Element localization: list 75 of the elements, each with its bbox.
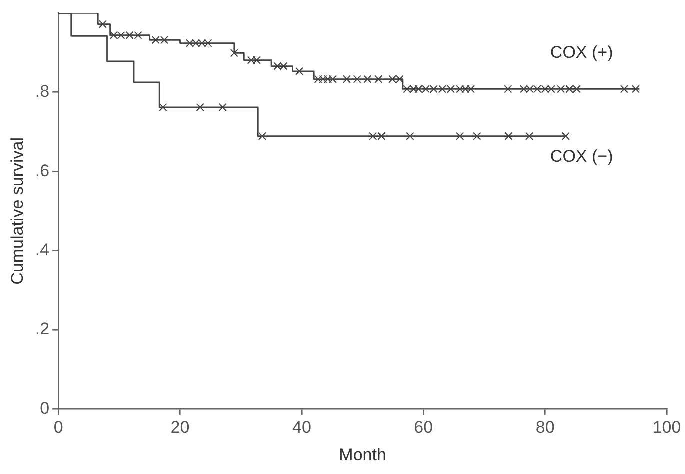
point xyxy=(196,103,204,112)
point xyxy=(520,85,528,94)
point xyxy=(159,103,168,112)
point xyxy=(456,132,464,140)
point xyxy=(620,85,628,94)
point xyxy=(134,31,142,40)
point xyxy=(525,132,534,140)
point xyxy=(526,85,534,94)
point xyxy=(566,85,574,94)
point xyxy=(462,85,470,94)
point xyxy=(467,85,476,94)
point xyxy=(473,132,482,140)
point xyxy=(364,75,372,84)
point xyxy=(192,39,200,48)
point xyxy=(328,75,338,84)
point xyxy=(186,39,194,48)
point xyxy=(314,75,322,84)
point xyxy=(374,75,383,84)
point xyxy=(280,62,288,70)
point xyxy=(274,62,282,70)
point xyxy=(324,75,332,84)
x-tick-label: 80 xyxy=(536,418,555,438)
point xyxy=(204,39,212,48)
point xyxy=(319,75,328,84)
point xyxy=(572,85,582,94)
annotation: COX (−) xyxy=(550,146,614,166)
point xyxy=(446,85,456,94)
point xyxy=(98,20,108,28)
point xyxy=(541,85,550,94)
point xyxy=(403,85,412,94)
y-tick-label: .4 xyxy=(35,240,50,260)
x-axis-title: Month xyxy=(339,445,386,464)
x-tick-label: 0 xyxy=(54,418,64,438)
point xyxy=(198,39,206,48)
point xyxy=(547,85,556,94)
point xyxy=(557,85,566,94)
point xyxy=(342,75,352,84)
point xyxy=(353,75,362,84)
point xyxy=(533,85,542,94)
point xyxy=(406,132,414,140)
point xyxy=(438,85,447,94)
y-tick-label: .8 xyxy=(35,82,50,102)
y-tick-label: .2 xyxy=(35,320,50,339)
point xyxy=(430,85,438,94)
point xyxy=(562,132,570,140)
point xyxy=(126,31,134,40)
point xyxy=(110,31,118,40)
point xyxy=(218,103,227,112)
point xyxy=(160,36,169,44)
point xyxy=(252,56,262,64)
point xyxy=(422,85,430,94)
annotation: COX (+) xyxy=(550,42,614,62)
point xyxy=(117,31,126,40)
point xyxy=(230,49,238,58)
y-axis-title: Cumulative survival xyxy=(8,138,27,285)
point xyxy=(456,85,464,94)
y-tick-label: .6 xyxy=(35,161,50,180)
point xyxy=(295,67,304,76)
point xyxy=(504,132,513,140)
point xyxy=(410,85,418,94)
x-tick-label: 20 xyxy=(170,418,190,438)
x-tick-label: 40 xyxy=(292,418,312,438)
point xyxy=(378,132,386,140)
point xyxy=(369,132,378,140)
x-tick-label: 100 xyxy=(652,418,682,438)
point xyxy=(414,85,423,94)
point xyxy=(396,75,404,84)
point xyxy=(152,36,160,44)
point xyxy=(388,75,397,84)
point xyxy=(258,132,266,140)
x-tick-label: 60 xyxy=(414,418,434,438)
point xyxy=(247,56,256,64)
point xyxy=(632,85,640,94)
point xyxy=(504,85,512,94)
y-tick-label: 0 xyxy=(40,398,50,418)
